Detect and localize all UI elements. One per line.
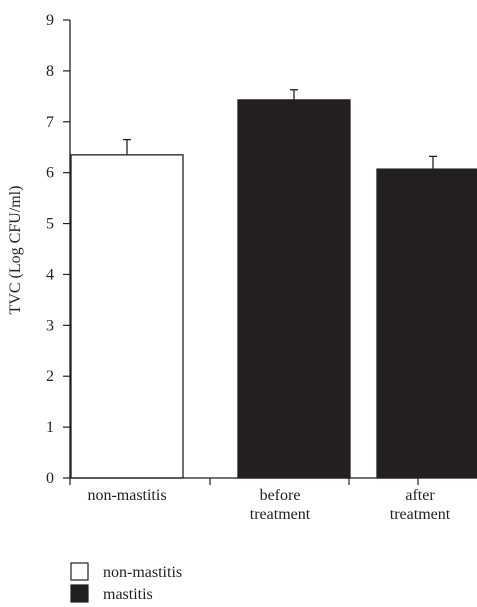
y-tick-label-5: 5: [46, 216, 54, 233]
bars: [70, 99, 477, 479]
legend-swatch-0: [70, 562, 89, 581]
x-tick-label-0: non-mastitis: [87, 487, 166, 504]
y-tick-label-4: 4: [46, 266, 54, 283]
y-tick-label-3: 3: [46, 317, 54, 334]
y-tick-label-6: 6: [46, 165, 54, 182]
y-axis-title: TVC (Log CFU/ml): [7, 186, 24, 315]
legend-label-0: non-mastitis: [103, 564, 182, 581]
bar-0: [70, 154, 184, 479]
x-axis-ticks: non-mastitis before treatment after treatmen…: [69, 478, 451, 523]
y-tick-label-1: 1: [46, 419, 54, 436]
y-tick-label-9: 9: [46, 12, 54, 29]
y-tick-label-0: 0: [46, 470, 54, 487]
x-tick-label-1: before treatment: [250, 487, 311, 523]
x-tick-label-2: after treatment: [390, 487, 451, 523]
y-tick-label-7: 7: [46, 114, 54, 131]
legend-swatch-1: [70, 584, 89, 603]
y-tick-label-2: 2: [46, 368, 54, 385]
bar-2: [376, 168, 477, 479]
bar-1: [237, 99, 351, 479]
legend-label-1: mastitis: [103, 586, 153, 603]
y-tick-label-8: 8: [46, 63, 54, 80]
error-bars: [123, 89, 437, 170]
legend: non-mastitis mastitis: [70, 562, 182, 603]
y-axis-ticks: 0 1 2 3 4 5 6 7 8 9: [46, 12, 70, 487]
